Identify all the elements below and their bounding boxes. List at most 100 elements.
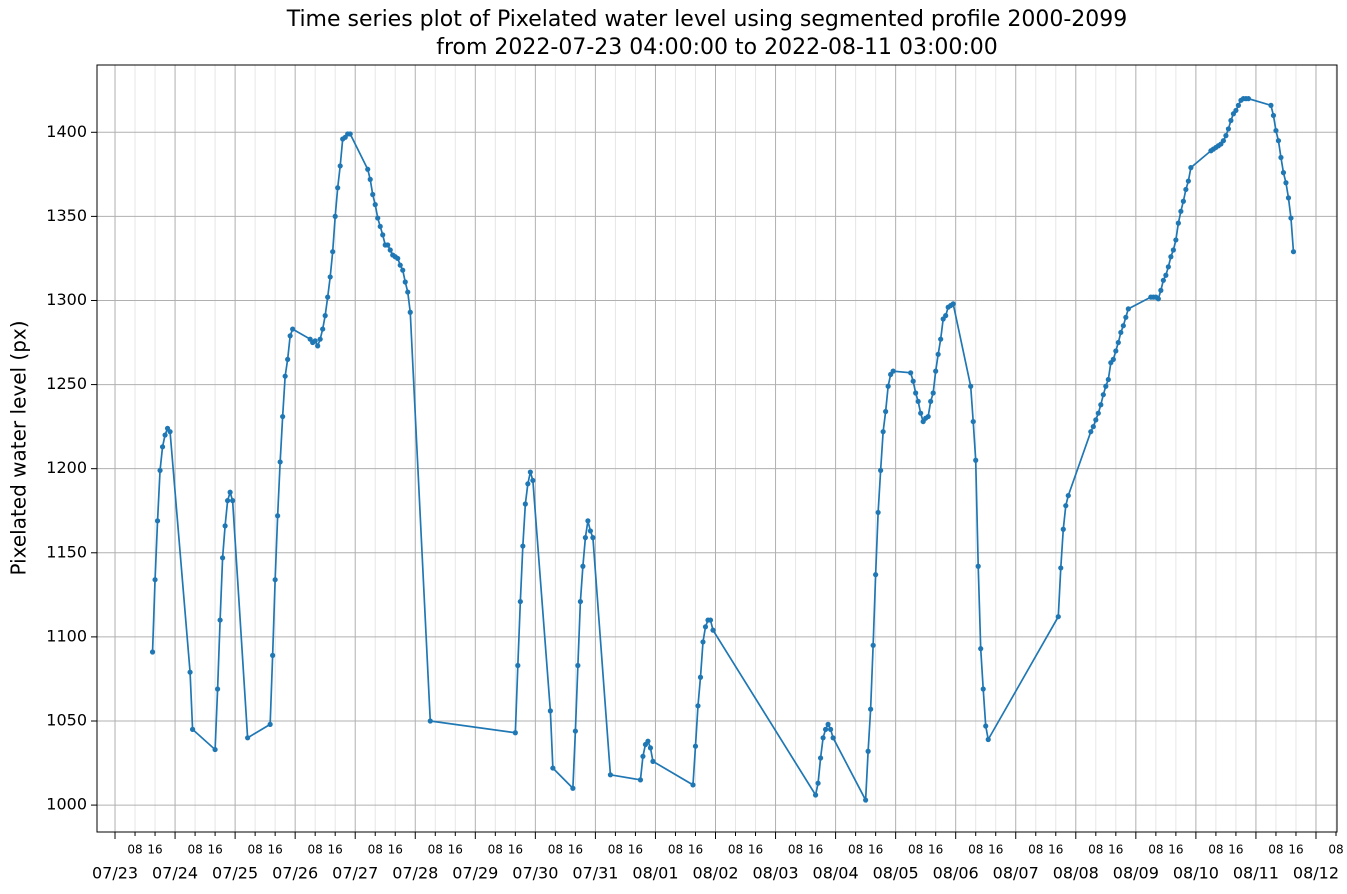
x-tick-label: 08/02: [692, 864, 738, 883]
data-point: [1223, 133, 1229, 139]
data-point: [1168, 254, 1174, 260]
data-point: [570, 785, 576, 791]
data-point: [1283, 180, 1289, 186]
data-point: [830, 735, 836, 741]
x-minor-tick-label: 16: [1108, 843, 1123, 857]
y-tick-label: 1050: [46, 710, 87, 729]
data-point: [312, 338, 318, 344]
data-point: [1278, 154, 1284, 161]
data-point: [315, 343, 321, 349]
data-point: [572, 728, 578, 734]
data-point: [245, 735, 251, 741]
data-point: [1220, 138, 1227, 144]
x-tick-label: 07/25: [212, 864, 258, 883]
y-tick-label: 1300: [46, 290, 87, 309]
x-tick-label: 08/05: [873, 864, 919, 883]
data-point: [938, 336, 944, 342]
data-point: [1245, 96, 1252, 102]
y-tick-label: 1350: [46, 206, 87, 225]
data-point: [1170, 247, 1176, 253]
data-point: [1285, 195, 1292, 201]
data-point: [1180, 198, 1186, 204]
x-minor-tick-label: 08: [1268, 843, 1283, 857]
data-point: [1090, 424, 1096, 430]
data-point: [282, 373, 288, 379]
data-point: [397, 262, 403, 268]
data-point: [985, 736, 991, 743]
x-minor-tick-label: 16: [328, 843, 343, 857]
x-minor-tick-label: 08: [728, 843, 743, 857]
data-point: [580, 563, 586, 569]
data-point: [517, 598, 523, 605]
data-point: [525, 481, 531, 487]
x-minor-tick-label: 08: [428, 843, 443, 857]
data-point: [1288, 215, 1294, 221]
data-point: [973, 457, 979, 463]
x-tick-label: 07/30: [512, 864, 558, 883]
data-point: [1100, 392, 1106, 398]
x-tick-label: 08/10: [1173, 864, 1219, 883]
data-point: [220, 555, 226, 561]
x-minor-tick-label: 16: [207, 843, 222, 857]
data-point: [372, 202, 378, 208]
data-point: [387, 247, 393, 253]
data-point: [222, 523, 228, 529]
data-point: [1188, 165, 1194, 171]
data-point: [550, 765, 556, 771]
x-minor-tick-label: 08: [668, 843, 683, 857]
x-minor-tick-label: 08: [308, 843, 323, 857]
data-point: [377, 223, 383, 230]
data-point: [277, 459, 283, 465]
data-point: [647, 745, 654, 751]
data-point: [950, 301, 956, 307]
data-point: [695, 703, 701, 709]
data-point: [405, 289, 411, 295]
data-point: [149, 649, 156, 655]
data-point: [883, 408, 889, 415]
x-tick-label: 08/07: [993, 864, 1039, 883]
x-minor-tick-label: 08: [608, 843, 623, 857]
data-point: [322, 313, 328, 319]
data-point: [1273, 127, 1279, 134]
data-point: [380, 232, 386, 238]
data-point: [827, 726, 834, 732]
y-tick-label: 1150: [46, 542, 87, 561]
data-point: [1275, 138, 1282, 144]
data-point: [1235, 102, 1242, 108]
data-point: [873, 572, 879, 578]
data-point: [590, 535, 596, 541]
data-point: [162, 432, 168, 438]
data-point: [645, 738, 651, 744]
data-point: [427, 718, 433, 724]
data-point: [978, 646, 984, 652]
data-point: [400, 267, 406, 273]
data-point: [975, 563, 981, 569]
data-point: [385, 242, 391, 248]
data-point: [275, 513, 281, 519]
data-point: [395, 255, 401, 262]
data-point: [1268, 102, 1274, 108]
x-minor-tick-label: 16: [748, 843, 763, 857]
data-point: [325, 294, 331, 300]
data-point: [1115, 339, 1121, 346]
data-point: [890, 368, 896, 374]
data-point: [320, 326, 326, 332]
data-point: [1178, 208, 1184, 214]
data-point: [690, 782, 696, 788]
data-point: [290, 326, 296, 332]
data-point: [1280, 170, 1287, 176]
data-point: [1228, 117, 1234, 124]
x-minor-tick-label: 16: [268, 843, 283, 857]
y-axis-label: Pixelated water level (px): [7, 320, 31, 575]
x-tick-label: 08/11: [1233, 864, 1279, 883]
data-point: [270, 652, 276, 658]
data-point: [1175, 220, 1181, 226]
data-point: [875, 509, 881, 516]
data-point: [217, 617, 223, 623]
x-minor-tick-label: 08: [368, 843, 383, 857]
x-minor-tick-label: 16: [928, 843, 943, 857]
data-point: [1088, 429, 1094, 435]
data-point: [582, 535, 588, 541]
x-minor-tick-label: 08: [1088, 843, 1103, 857]
